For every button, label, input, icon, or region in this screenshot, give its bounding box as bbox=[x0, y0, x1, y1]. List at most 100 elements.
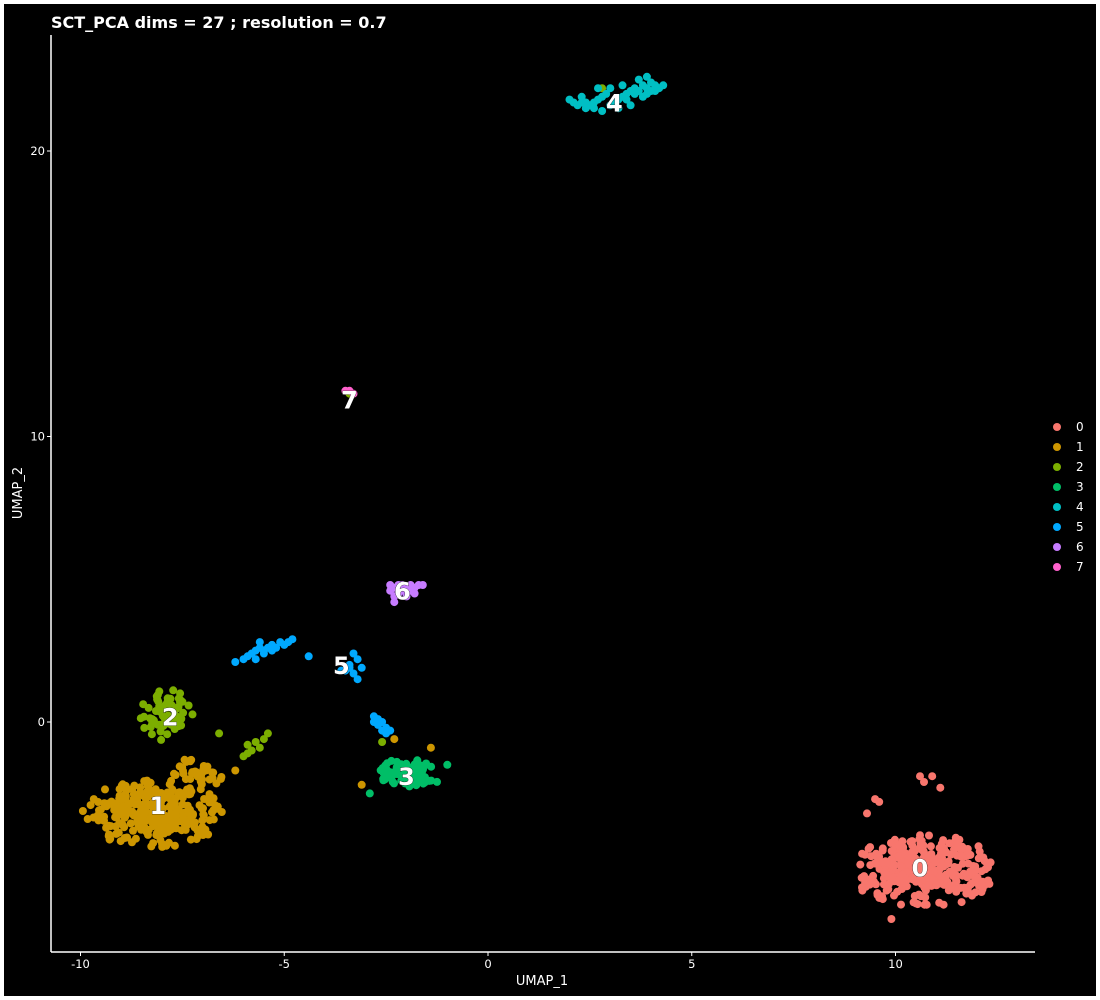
data-point bbox=[131, 792, 140, 801]
data-point bbox=[910, 864, 919, 873]
data-point bbox=[977, 888, 986, 896]
data-point bbox=[304, 652, 313, 661]
legend-key-5 bbox=[1053, 523, 1061, 531]
data-point bbox=[259, 735, 268, 744]
data-point bbox=[638, 92, 647, 101]
data-point bbox=[386, 581, 395, 589]
data-point bbox=[205, 816, 214, 825]
data-point bbox=[912, 899, 920, 908]
data-point bbox=[357, 780, 366, 789]
legend-label-2: 2 bbox=[1076, 460, 1084, 474]
data-point bbox=[985, 879, 994, 888]
data-point bbox=[110, 806, 119, 815]
legend-key-4 bbox=[1053, 503, 1061, 511]
data-point bbox=[418, 581, 427, 589]
data-point bbox=[903, 859, 912, 868]
data-point bbox=[155, 707, 164, 716]
data-point bbox=[935, 879, 944, 888]
data-point bbox=[390, 598, 399, 607]
data-point bbox=[861, 850, 869, 859]
data-point bbox=[142, 827, 151, 836]
data-point bbox=[945, 884, 954, 893]
x-axis-label: UMAP_1 bbox=[516, 974, 568, 989]
data-point bbox=[966, 880, 975, 889]
data-point bbox=[197, 780, 206, 789]
data-point bbox=[866, 861, 875, 870]
data-point bbox=[162, 715, 171, 724]
data-point bbox=[937, 873, 946, 882]
data-point bbox=[857, 873, 866, 882]
data-point bbox=[863, 809, 871, 818]
data-point bbox=[884, 885, 893, 894]
data-point bbox=[957, 898, 966, 907]
data-point bbox=[239, 752, 248, 761]
data-point bbox=[869, 878, 878, 887]
data-point bbox=[867, 852, 876, 861]
y-tick-label: 10 bbox=[30, 430, 45, 444]
data-point bbox=[184, 808, 193, 817]
data-point bbox=[916, 831, 924, 840]
data-point bbox=[594, 84, 602, 93]
data-point bbox=[939, 900, 948, 909]
legend-label-5: 5 bbox=[1076, 520, 1084, 534]
legend-key-0 bbox=[1053, 423, 1061, 431]
data-point bbox=[951, 885, 960, 893]
data-point bbox=[873, 853, 882, 862]
data-point bbox=[157, 722, 166, 731]
data-point bbox=[179, 766, 187, 775]
points-layer bbox=[78, 72, 995, 923]
data-point bbox=[199, 810, 208, 819]
data-point bbox=[981, 865, 990, 874]
data-point bbox=[947, 850, 955, 859]
data-point bbox=[183, 820, 192, 829]
data-point bbox=[634, 75, 643, 84]
data-point bbox=[263, 729, 272, 738]
data-point bbox=[878, 844, 887, 853]
data-point bbox=[618, 81, 627, 90]
data-point bbox=[163, 694, 172, 703]
data-point bbox=[147, 842, 156, 851]
legend-label-3: 3 bbox=[1076, 480, 1084, 494]
data-point bbox=[169, 810, 178, 819]
data-point bbox=[78, 807, 87, 815]
data-point bbox=[131, 834, 140, 843]
data-point bbox=[577, 92, 586, 101]
data-point bbox=[398, 767, 407, 776]
data-point bbox=[413, 756, 422, 765]
data-point bbox=[974, 854, 983, 863]
data-point bbox=[216, 774, 225, 783]
data-point bbox=[397, 760, 406, 769]
cluster-label-1: 1 bbox=[150, 792, 167, 820]
data-point bbox=[882, 858, 891, 867]
data-point bbox=[147, 730, 156, 739]
data-point bbox=[888, 847, 897, 855]
data-point bbox=[208, 774, 217, 783]
chart-title: SCT_PCA dims = 27 ; resolution = 0.7 bbox=[51, 13, 387, 32]
data-point bbox=[243, 740, 252, 749]
data-point bbox=[160, 793, 169, 802]
cluster-label-6: 6 bbox=[394, 578, 411, 606]
cluster-0-points bbox=[856, 772, 995, 923]
data-point bbox=[422, 759, 431, 768]
data-point bbox=[135, 819, 144, 828]
data-point bbox=[427, 776, 436, 785]
legend-key-2 bbox=[1053, 463, 1061, 471]
cluster-2-points bbox=[136, 84, 607, 761]
data-point bbox=[140, 723, 149, 732]
data-point bbox=[169, 686, 178, 695]
data-point bbox=[155, 831, 164, 839]
data-point bbox=[895, 875, 904, 884]
data-point bbox=[120, 834, 129, 842]
data-point bbox=[170, 841, 179, 850]
data-point bbox=[186, 756, 195, 765]
data-point bbox=[105, 830, 113, 839]
data-point bbox=[208, 808, 216, 817]
data-point bbox=[112, 829, 121, 838]
data-point bbox=[598, 107, 607, 115]
data-point bbox=[927, 850, 936, 858]
data-point bbox=[165, 780, 174, 789]
data-point bbox=[86, 801, 95, 810]
x-tick-label: -5 bbox=[279, 957, 290, 971]
data-point bbox=[935, 844, 944, 852]
data-point bbox=[203, 762, 212, 771]
